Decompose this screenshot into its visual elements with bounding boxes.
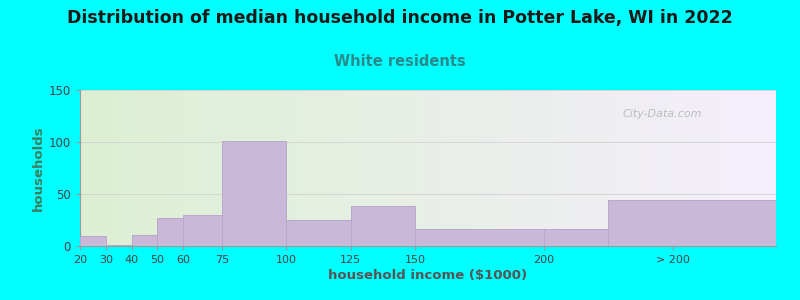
Bar <box>544 230 609 246</box>
Bar <box>158 218 183 246</box>
Bar <box>183 215 222 246</box>
Bar <box>609 200 776 246</box>
Bar <box>415 230 544 246</box>
Bar <box>222 141 286 246</box>
Text: City-Data.com: City-Data.com <box>623 109 702 119</box>
Y-axis label: households: households <box>31 125 45 211</box>
X-axis label: household income ($1000): household income ($1000) <box>329 269 527 282</box>
Bar <box>80 236 106 246</box>
Bar <box>350 206 415 246</box>
Text: White residents: White residents <box>334 54 466 69</box>
Text: Distribution of median household income in Potter Lake, WI in 2022: Distribution of median household income … <box>67 9 733 27</box>
Bar <box>106 245 131 246</box>
Bar <box>286 220 350 246</box>
Bar <box>131 235 158 246</box>
